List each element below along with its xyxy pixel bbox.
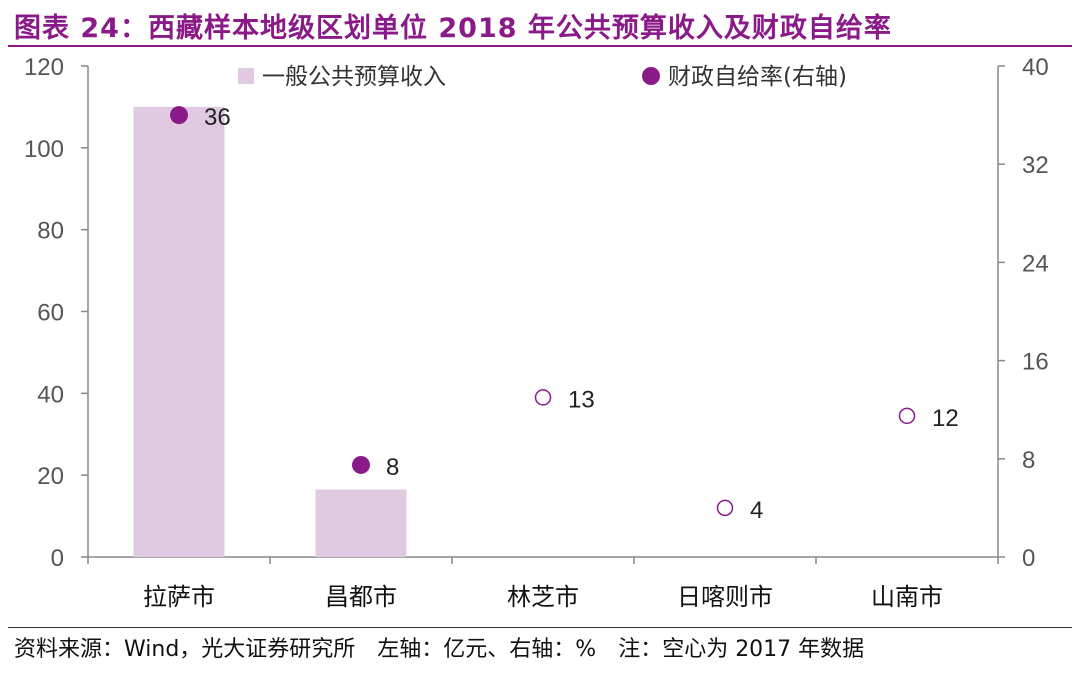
point-hollow [898,407,916,425]
left-tick-label: 0 [51,545,64,572]
category-label: 昌都市 [325,583,397,611]
right-tick-label: 24 [1022,250,1049,277]
left-tick-label: 120 [24,54,64,81]
right-tick-label: 16 [1022,349,1049,376]
left-tick-label: 40 [37,381,64,408]
axes: 0 20 40 60 80 100 120 0 8 16 24 32 40 拉萨市 昌都市 林芝市 日喀则市 山南… [24,54,1049,611]
point-hollow [716,499,734,517]
right-tick-label: 40 [1022,54,1049,81]
legend-point-swatch [642,67,660,85]
category-label: 林芝市 [507,583,579,611]
bars [133,106,407,558]
source-note: 资料来源：Wind，光大证券研究所 左轴：亿元、右轴：% 注：空心为 2017 … [14,637,865,662]
legend-bar-swatch [238,68,254,84]
point [352,455,370,474]
left-tick-label: 20 [37,463,64,490]
source-divider [8,627,1072,628]
point [170,106,188,125]
right-tick-label: 32 [1022,152,1049,179]
legend-bar-label: 一般公共预算收入 [262,64,446,90]
chart-title: 图表 24：西藏样本地级区划单位 2018 年公共预算收入及财政自给率 [14,13,892,44]
data-label: 12 [932,405,959,432]
left-tick-label: 80 [37,218,64,245]
points: 36 8 13 4 12 [170,104,959,524]
left-tick-label: 100 [24,136,64,163]
right-tick-label: 8 [1022,447,1035,474]
data-label: 4 [750,497,763,524]
legend-point-label: 财政自给率(右轴) [668,64,847,90]
chart: 0 20 40 60 80 100 120 0 8 16 24 32 40 拉萨市 昌都市 林芝市 日喀则市 山南… [24,54,1049,611]
left-tick-label: 60 [37,300,64,327]
data-label: 13 [568,386,595,413]
category-label: 山南市 [871,583,943,611]
title-divider [8,45,1072,47]
data-label: 8 [386,454,399,481]
right-tick-label: 0 [1022,545,1035,572]
legend: 一般公共预算收入 财政自给率(右轴) [238,64,847,90]
bar [133,106,225,558]
category-label: 拉萨市 [143,583,215,611]
bar [315,489,407,557]
category-label: 日喀则市 [677,583,773,611]
point-hollow [534,389,552,406]
data-label: 36 [204,104,231,131]
